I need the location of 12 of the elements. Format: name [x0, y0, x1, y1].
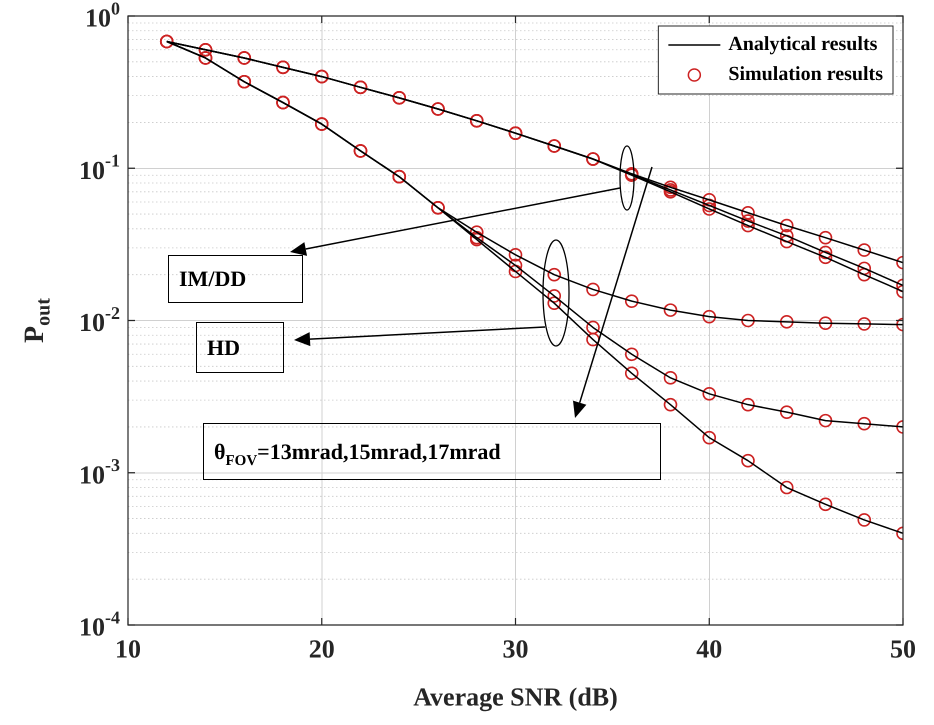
annotation: IM/DD: [179, 266, 246, 292]
legend-label: Analytical results: [728, 33, 878, 56]
x-tick-label: 40: [696, 634, 722, 664]
annotation: θ$_{FOV}$=13mrad,15mrad,17mrad: [214, 438, 501, 468]
x-axis-title: Average SNR (dB): [413, 682, 618, 712]
annotation: HD: [207, 334, 240, 360]
x-tick-label: 30: [502, 634, 528, 664]
x-tick-label: 10: [115, 634, 141, 664]
x-tick-label: 20: [308, 634, 335, 664]
x-tick-label: 50: [890, 634, 916, 664]
y-axis-title: Pout: [19, 298, 55, 343]
legend-label: Simulation results: [728, 63, 884, 86]
